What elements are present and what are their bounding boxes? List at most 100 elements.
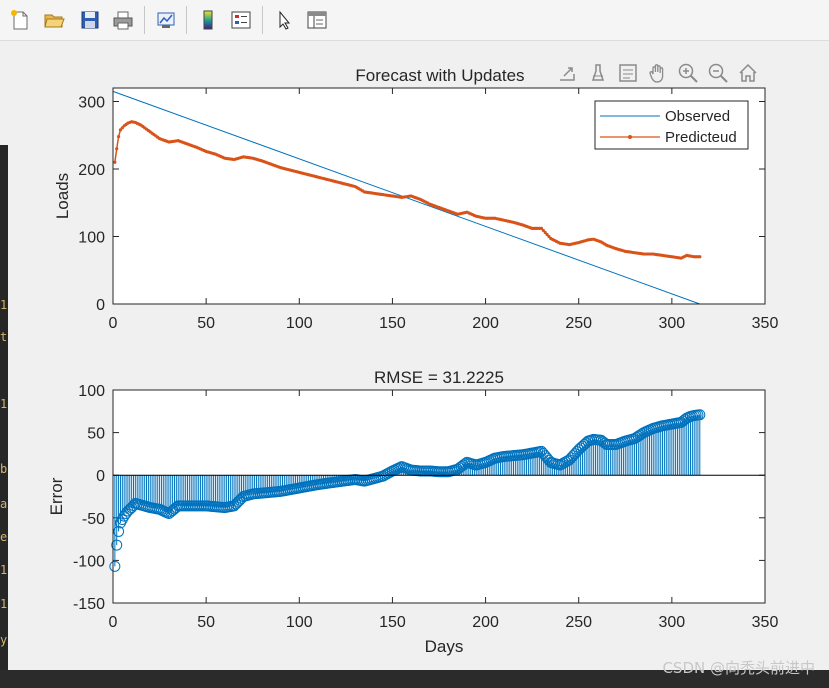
y-tick-label: 300 [78, 95, 105, 112]
y-tick-label: -150 [73, 596, 105, 613]
x-tick-label: 300 [659, 315, 686, 332]
stem-marker [569, 448, 581, 460]
legend-marker-predicted [628, 135, 632, 139]
home-icon[interactable] [736, 60, 760, 86]
stem-marker [113, 525, 125, 537]
terminal-background-strip [0, 145, 8, 670]
terminal-char: t [0, 330, 8, 344]
pan-icon[interactable] [646, 60, 670, 86]
plots-svg: 0 50 100 150 200 250 300 350 0 100 200 300 Forecast … [47, 66, 778, 656]
edit-plot-icon[interactable] [272, 8, 296, 32]
y-tick-label: -100 [73, 553, 105, 570]
y-axis-label: Loads [53, 173, 72, 219]
x-tick-label: 0 [109, 315, 118, 332]
stem-marker [230, 498, 242, 510]
axes-frame [112, 87, 766, 305]
figure-window: 0 50 100 150 200 250 300 350 0 100 200 300 Forecast … [0, 0, 829, 670]
stem-marker [459, 458, 471, 470]
predicted-marker [543, 230, 547, 235]
x-tick-label: 150 [379, 315, 406, 332]
stem-marker [228, 500, 240, 512]
x-tick-label: 300 [659, 614, 686, 631]
terminal-char: 1 [0, 597, 8, 611]
property-inspector-icon[interactable] [305, 8, 329, 32]
x-tick-label: 200 [472, 315, 499, 332]
terminal-char: b [0, 462, 8, 476]
chart-1: 0 50 100 150 200 250 300 350 0 100 200 300 Forecast … [53, 66, 778, 332]
y-tick-label: 50 [87, 426, 105, 443]
stem-marker [675, 416, 687, 428]
stem-marker [122, 505, 134, 517]
predicted-marker [698, 255, 702, 259]
y-tick-label: 200 [78, 162, 105, 179]
predicted-marker [120, 126, 124, 130]
predicted-marker [118, 128, 123, 132]
y-axis-label: Error [47, 477, 66, 515]
legend-icon[interactable] [229, 8, 253, 32]
legend-entry-predicted: Predicteud [665, 129, 737, 146]
predicted-marker [541, 228, 545, 233]
stem-marker [120, 508, 132, 520]
predicted-marker [115, 147, 119, 151]
terminal-char: y [0, 633, 8, 647]
terminal-char: e [0, 530, 8, 544]
stem-marker [109, 560, 121, 572]
x-tick-label: 250 [565, 614, 592, 631]
x-tick-label: 350 [752, 315, 779, 332]
stem-marker [124, 503, 136, 515]
terminal-char: a [0, 497, 8, 511]
stem-marker [563, 454, 575, 466]
open-file-icon[interactable] [42, 8, 66, 32]
legend: Observed Predicteud [594, 100, 749, 150]
stem-marker [232, 496, 244, 508]
x-tick-label: 350 [752, 614, 779, 631]
legend-box [594, 100, 749, 150]
zoom-in-icon[interactable] [676, 60, 700, 86]
x-tick-label: 250 [565, 315, 592, 332]
x-tick-label: 50 [197, 315, 215, 332]
legend-entry-observed: Observed [665, 108, 730, 125]
stem-marker [565, 452, 577, 464]
stem-marker [694, 409, 706, 421]
x-tick-label: 50 [197, 614, 215, 631]
new-figure-icon[interactable] [8, 8, 32, 32]
stem-marker [111, 539, 123, 551]
chart-2: 0 50 100 150 200 250 300 350 -150 -100 -50 0 50 100 RM… [47, 368, 778, 656]
background-bottom-bar [0, 670, 829, 688]
predicted-marker [547, 234, 551, 239]
figure-toolbar [0, 0, 829, 41]
x-tick-label: 150 [379, 614, 406, 631]
watermark: CSDN @向秃头前进中 [662, 659, 815, 677]
stem-marker [457, 459, 469, 471]
link-plot-icon[interactable] [154, 8, 178, 32]
predicted-marker [113, 160, 117, 164]
y-tick-label: 100 [78, 230, 105, 247]
x-axis-label: Days [425, 637, 464, 656]
export-icon[interactable] [556, 60, 580, 86]
brush-icon[interactable] [586, 60, 610, 86]
axes-frame [112, 389, 766, 604]
terminal-char: 1 [0, 298, 8, 312]
chart-title: RMSE = 31.2225 [374, 368, 504, 387]
x-tick-label: 100 [286, 315, 313, 332]
zoom-out-icon[interactable] [706, 60, 730, 86]
stem-marker [543, 454, 555, 466]
terminal-char: 1 [0, 563, 8, 577]
y-tick-label: 0 [96, 297, 105, 314]
x-tick-label: 0 [109, 614, 118, 631]
plot-area [113, 390, 765, 603]
stem-marker [453, 462, 465, 474]
x-tick-label: 100 [286, 614, 313, 631]
predicted-marker [116, 135, 121, 139]
print-icon[interactable] [111, 8, 135, 32]
predicted-marker [545, 232, 549, 237]
chart-title: Forecast with Updates [355, 66, 524, 85]
colorbar-icon[interactable] [196, 8, 220, 32]
x-tick-label: 200 [472, 614, 499, 631]
save-icon[interactable] [78, 8, 102, 32]
y-tick-label: -50 [82, 511, 105, 528]
predicted-marker [539, 226, 544, 230]
terminal-char: 1 [0, 397, 8, 411]
y-tick-label: 0 [96, 468, 105, 485]
data-tips-icon[interactable] [616, 60, 640, 86]
